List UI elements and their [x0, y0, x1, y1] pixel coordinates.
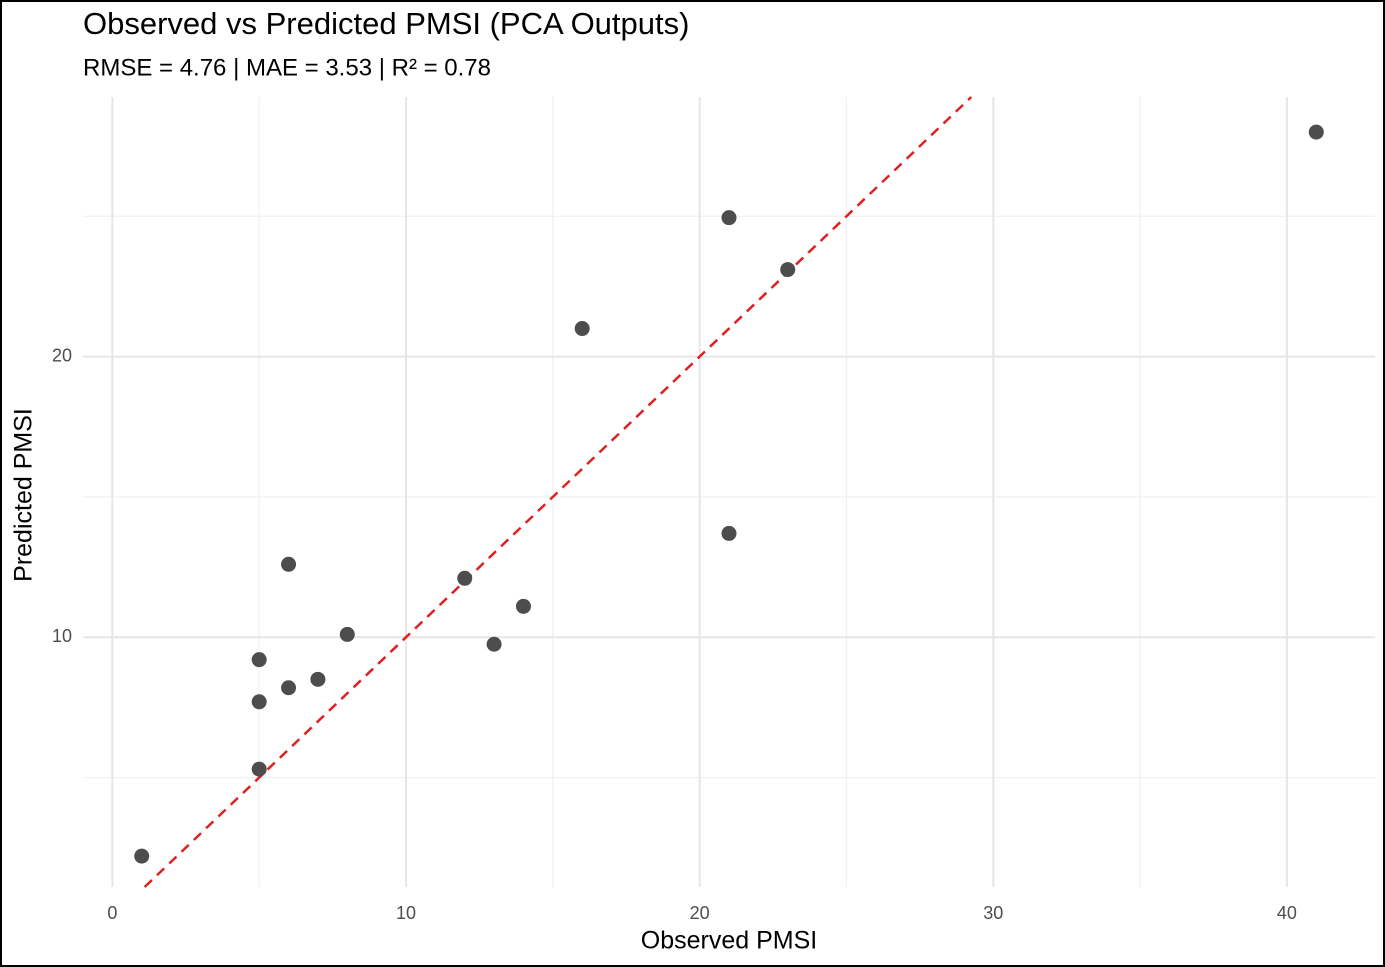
point [251, 761, 267, 777]
x-tick-label: 20 [690, 903, 710, 923]
x-tick-label: 10 [396, 903, 416, 923]
chart-subtitle: RMSE = 4.76 | MAE = 3.53 | R² = 0.78 [83, 54, 491, 81]
point [281, 680, 297, 696]
y-tick-label: 10 [52, 626, 72, 646]
point [251, 694, 267, 710]
point [339, 626, 355, 642]
point [721, 210, 737, 226]
point [457, 570, 473, 586]
x-tick-label: 40 [1277, 903, 1297, 923]
point [134, 848, 150, 864]
point [310, 671, 326, 687]
point [780, 262, 796, 278]
y-axis-label: Predicted PMSI [10, 408, 38, 582]
point [1308, 124, 1324, 140]
point [515, 598, 531, 614]
chart-title: Observed vs Predicted PMSI (PCA Outputs) [83, 6, 689, 41]
identity-line [143, 96, 973, 888]
x-tick-label: 0 [107, 903, 117, 923]
point [251, 652, 267, 668]
x-tick-label: 30 [983, 903, 1003, 923]
y-tick-label: 20 [52, 345, 72, 365]
point [281, 556, 297, 572]
point [721, 525, 737, 541]
x-axis-label: Observed PMSI [641, 927, 817, 955]
point [486, 636, 502, 652]
point [574, 321, 590, 337]
